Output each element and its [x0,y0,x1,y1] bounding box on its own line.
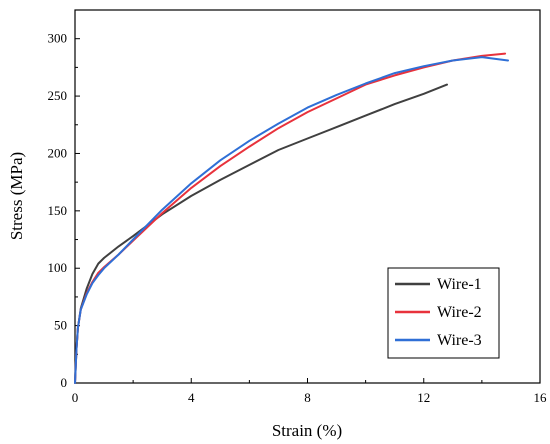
legend: Wire-1 Wire-2 Wire-3 [387,267,500,359]
y-axis-ticks: 0 50 100 150 200 250 300 [48,31,80,390]
y-tick-label: 200 [48,145,68,160]
y-tick-label: 250 [48,88,68,103]
x-axis-title: Strain (%) [272,421,342,440]
y-tick-label: 100 [48,260,68,275]
legend-label: Wire-3 [437,332,482,349]
y-tick-label: 0 [61,375,68,390]
x-tick-label: 0 [72,390,79,405]
x-tick-label: 4 [188,390,195,405]
x-axis-ticks: 0 4 8 12 16 [72,378,547,405]
series-layer [74,52,509,384]
y-tick-label: 150 [48,203,68,218]
legend-label: Wire-2 [437,304,482,321]
x-tick-label: 16 [534,390,548,405]
y-tick-label: 300 [48,31,68,46]
y-tick-label: 50 [54,318,67,333]
y-axis-title: Stress (MPa) [7,152,26,240]
x-tick-label: 8 [304,390,311,405]
x-tick-label: 12 [417,390,430,405]
series-line-wire-3 [74,56,509,384]
legend-label: Wire-1 [437,276,482,293]
